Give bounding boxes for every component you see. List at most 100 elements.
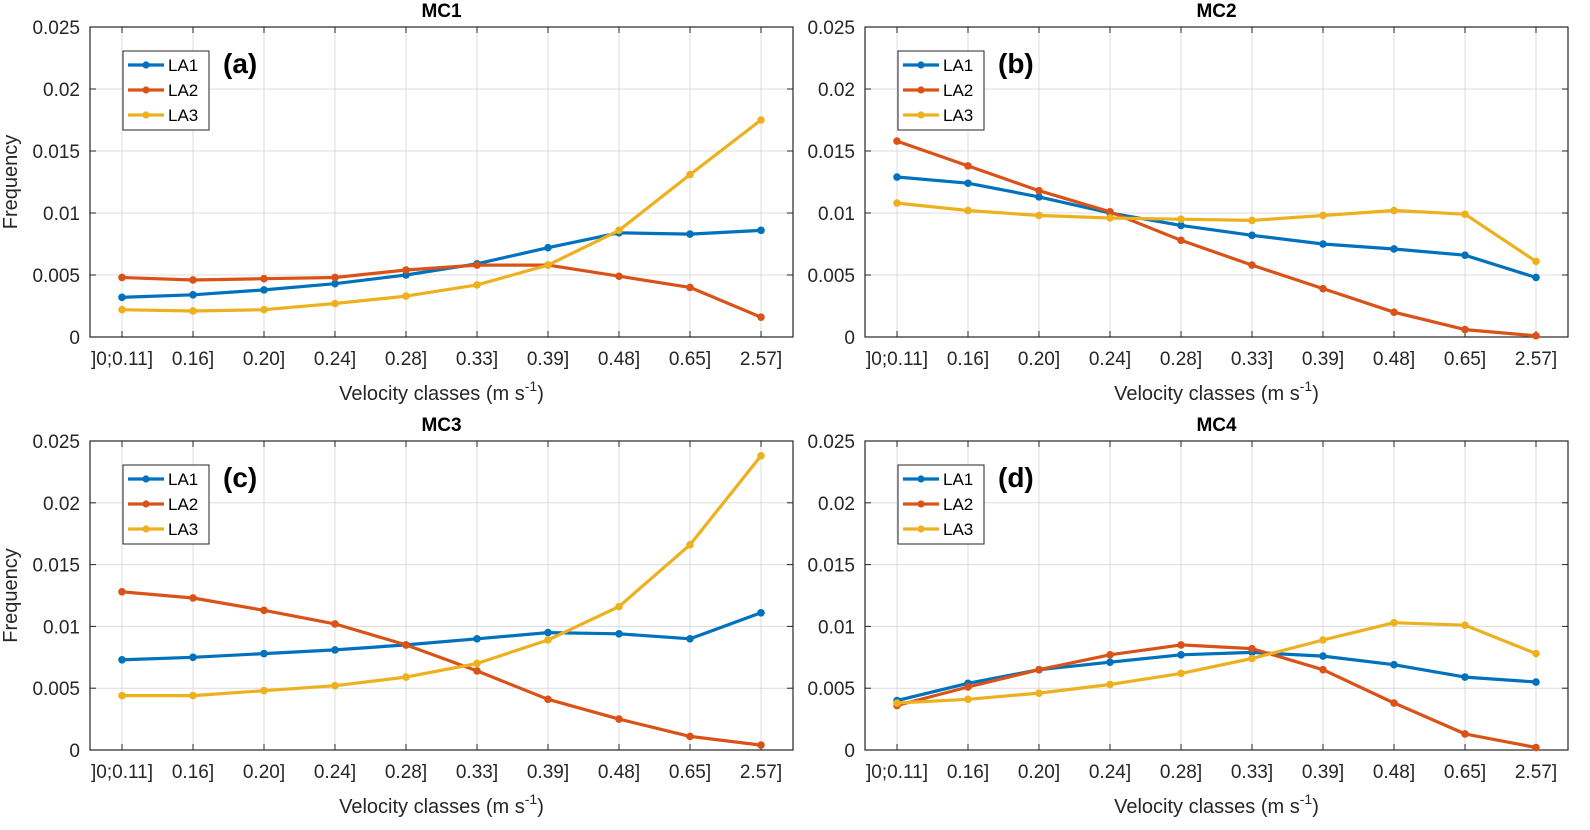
data-point-la3 xyxy=(402,292,410,300)
x-tick-label: 0.39] xyxy=(1302,762,1344,783)
x-tick-label: 0.24] xyxy=(1089,349,1131,370)
series-line-la2 xyxy=(121,263,762,319)
data-point-la2 xyxy=(260,606,268,615)
data-point-la3 xyxy=(757,452,765,460)
data-point-la2 xyxy=(544,695,552,704)
x-tick-label: ]0;0.11] xyxy=(866,349,928,370)
chart-panel-mc4: 0 0.005 0.01 0.015 0.02 0.025]0;0.11] 0.16] 0.2… xyxy=(807,415,1569,818)
y-tick-label: 0.01 xyxy=(818,617,855,638)
data-point-la3 xyxy=(1319,211,1327,220)
data-point-la1 xyxy=(260,649,268,658)
x-tick-label: 0.33] xyxy=(1231,762,1273,783)
data-point-la3 xyxy=(544,636,552,644)
data-point-la1 xyxy=(1390,245,1398,253)
data-point-la1 xyxy=(331,646,339,654)
legend-label-la2: LA2 xyxy=(943,81,973,100)
data-point-la1 xyxy=(189,653,197,662)
data-point-la3 xyxy=(1532,257,1540,266)
x-tick-label: 2.57] xyxy=(1515,762,1557,783)
y-tick-label: 0.02 xyxy=(818,494,855,515)
data-point-la3 xyxy=(473,281,481,289)
series-line-la3 xyxy=(122,454,763,698)
data-point-la3 xyxy=(473,659,481,668)
data-point-la2 xyxy=(473,261,481,269)
data-point-la3 xyxy=(1319,636,1327,644)
data-point-la3 xyxy=(331,299,339,308)
y-axis-label: Frequency xyxy=(0,135,22,230)
data-point-la3 xyxy=(189,307,197,315)
y-tick-label: 0.005 xyxy=(807,679,855,700)
x-tick-label: 0.20] xyxy=(1018,762,1060,783)
data-point-la2 xyxy=(189,594,197,602)
x-tick-label: 0.48] xyxy=(598,349,640,370)
x-tick-label: 0.39] xyxy=(527,762,569,783)
legend-marker-la3 xyxy=(142,525,150,533)
legend-marker-la2 xyxy=(142,500,150,508)
data-point-la2 xyxy=(686,732,694,741)
y-tick-label: 0.01 xyxy=(818,204,855,225)
y-tick-label: 0.01 xyxy=(43,617,80,638)
y-tick-label: 0 xyxy=(844,741,855,762)
chart-panel-mc3: 0 0.005 0.01 0.015 0.02 0.025]0;0.11] 0.16] 0.2… xyxy=(0,415,794,818)
data-point-la3 xyxy=(1390,206,1398,215)
y-tick-label: 0 xyxy=(69,741,80,762)
legend-label-la2: LA2 xyxy=(168,81,198,100)
data-point-la1 xyxy=(893,173,901,181)
legend-marker-la1 xyxy=(142,61,150,69)
data-point-la2 xyxy=(1461,730,1469,738)
panel-label: (b) xyxy=(998,48,1034,79)
data-point-la3 xyxy=(1461,210,1469,219)
legend-marker-la3 xyxy=(142,111,150,119)
x-tick-label: 2.57] xyxy=(740,762,782,783)
data-point-la3 xyxy=(260,305,268,314)
series-line-la1 xyxy=(896,175,1537,280)
y-tick-label: 0 xyxy=(844,328,855,349)
data-point-la1 xyxy=(260,286,268,294)
data-point-la2 xyxy=(1390,699,1398,707)
data-point-la2 xyxy=(964,162,972,170)
data-point-la1 xyxy=(1532,678,1540,686)
x-tick-label: 0.65] xyxy=(1444,349,1486,370)
series-line-la1 xyxy=(121,611,762,662)
legend-label-la3: LA3 xyxy=(943,520,973,539)
x-tick-label: 0.48] xyxy=(1373,762,1415,783)
data-point-la2 xyxy=(1319,665,1327,674)
legend-label-la1: LA1 xyxy=(168,470,198,489)
legend-marker-la1 xyxy=(917,475,925,483)
data-point-la3 xyxy=(964,695,972,704)
data-point-la1 xyxy=(544,628,552,637)
data-point-la2 xyxy=(118,587,126,596)
data-point-la2 xyxy=(1177,236,1185,245)
data-point-la3 xyxy=(1035,211,1043,220)
data-point-la3 xyxy=(1177,669,1185,678)
legend-label-la2: LA2 xyxy=(168,495,198,514)
chart-title: MC1 xyxy=(421,1,462,22)
data-point-la1 xyxy=(757,609,765,617)
data-point-la2 xyxy=(615,272,623,281)
y-tick-label: 0 xyxy=(69,328,80,349)
x-tick-label: 0.24] xyxy=(314,762,356,783)
data-point-la3 xyxy=(893,699,901,707)
data-point-la3 xyxy=(686,541,694,549)
x-tick-label: 0.28] xyxy=(1160,762,1202,783)
data-point-la2 xyxy=(1035,665,1043,674)
y-tick-label: 0.015 xyxy=(807,142,855,163)
axes-box xyxy=(864,440,1569,751)
data-point-la1 xyxy=(1461,251,1469,259)
data-point-la2 xyxy=(473,667,481,675)
y-tick-label: 0.005 xyxy=(807,266,855,287)
x-tick-label: 0.16] xyxy=(947,762,989,783)
x-tick-label: 0.16] xyxy=(172,762,214,783)
y-tick-label: 0.01 xyxy=(43,204,80,225)
panel-label: (d) xyxy=(998,462,1034,493)
data-point-la1 xyxy=(757,226,765,235)
x-tick-label: 0.65] xyxy=(1444,762,1486,783)
data-point-la2 xyxy=(1319,284,1327,293)
chart-title: MC3 xyxy=(421,415,461,436)
y-tick-label: 0.005 xyxy=(32,679,80,700)
data-point-la2 xyxy=(118,273,126,282)
data-point-la1 xyxy=(544,243,552,252)
y-tick-label: 0.025 xyxy=(807,18,855,39)
y-tick-label: 0.02 xyxy=(818,80,855,101)
